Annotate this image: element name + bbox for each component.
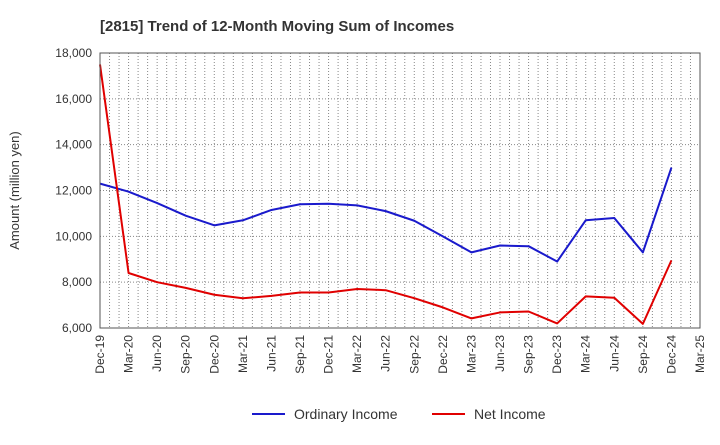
y-axis-title: Amount (million yen) — [7, 131, 22, 250]
series-line-ordinary-income — [100, 168, 671, 262]
x-tick-label: Sep-24 — [636, 335, 650, 374]
legend: Ordinary Income Net Income — [252, 406, 546, 422]
x-tick-label: Dec-24 — [664, 335, 678, 374]
x-tick-label: Mar-23 — [464, 335, 478, 373]
x-tick-label: Dec-21 — [322, 335, 336, 374]
x-tick-label: Mar-21 — [236, 335, 250, 373]
x-tick-label: Dec-19 — [93, 335, 107, 374]
x-tick-label: Jun-23 — [493, 335, 507, 372]
y-tick-label: 6,000 — [62, 321, 92, 335]
legend-label: Net Income — [474, 406, 546, 422]
y-tick-label: 8,000 — [62, 275, 92, 289]
x-tick-label: Mar-25 — [693, 335, 707, 373]
y-tick-label: 16,000 — [55, 92, 92, 106]
x-tick-label: Dec-22 — [436, 335, 450, 374]
y-tick-label: 10,000 — [55, 229, 92, 243]
x-tick-label: Mar-22 — [350, 335, 364, 373]
x-tick-label: Sep-23 — [522, 335, 536, 374]
chart-title: [2815] Trend of 12-Month Moving Sum of I… — [100, 18, 454, 35]
x-tick-label: Sep-20 — [179, 335, 193, 374]
x-tick-label: Sep-22 — [407, 335, 421, 374]
y-tick-label: 12,000 — [55, 184, 92, 198]
x-tick-label: Jun-21 — [264, 335, 278, 372]
y-tick-label: 18,000 — [55, 46, 92, 60]
x-tick-label: Dec-23 — [550, 335, 564, 374]
x-tick-labels: Dec-19 Mar-20 Jun-20 Sep-20 Dec-20 Mar-21 Jun-… — [93, 335, 707, 374]
x-tick-label: Jun-22 — [379, 335, 393, 372]
y-tick-label: 14,000 — [55, 138, 92, 152]
x-tick-label: Jun-24 — [607, 335, 621, 372]
x-tick-label: Dec-20 — [207, 335, 221, 374]
y-tick-labels: 6,000 8,000 10,000 12,000 14,000 16,000 18,000 — [55, 46, 92, 335]
x-tick-label: Mar-24 — [579, 335, 593, 373]
grid-layer — [100, 53, 700, 328]
legend-label: Ordinary Income — [294, 406, 398, 422]
x-tick-label: Sep-21 — [293, 335, 307, 374]
x-tick-label: Jun-20 — [150, 335, 164, 372]
x-tick-label: Mar-20 — [122, 335, 136, 373]
